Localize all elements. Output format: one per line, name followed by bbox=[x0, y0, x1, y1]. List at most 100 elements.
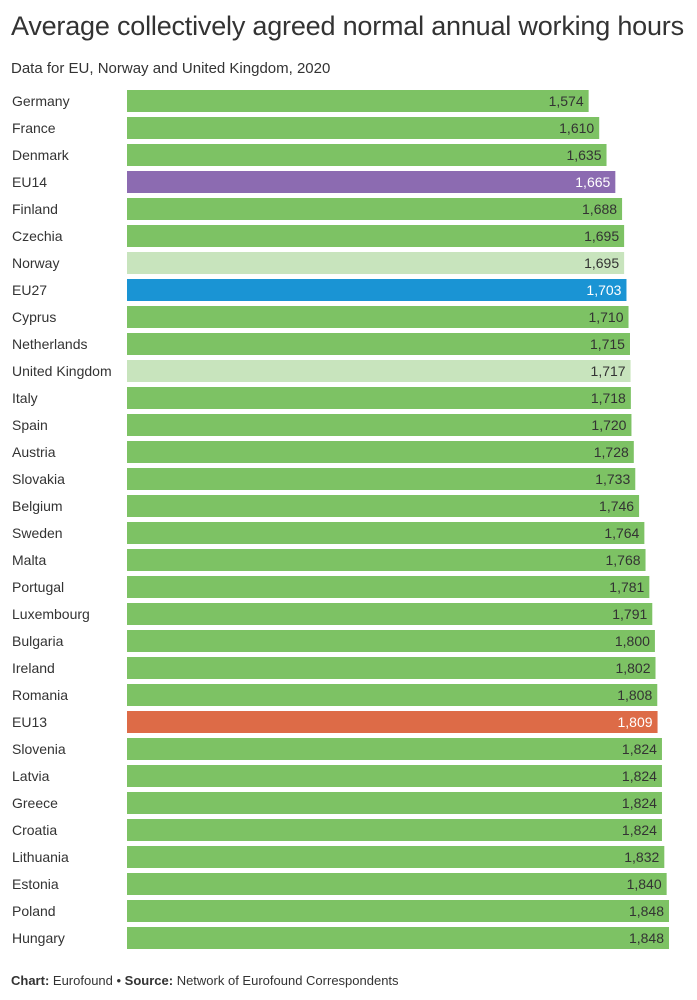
category-label: Cyprus bbox=[12, 309, 56, 325]
category-label: Denmark bbox=[12, 147, 70, 163]
bar bbox=[127, 792, 662, 814]
value-label: 1,800 bbox=[615, 633, 650, 649]
footer-source-label: Source: bbox=[124, 973, 174, 988]
category-label: Hungary bbox=[12, 930, 65, 946]
value-label: 1,824 bbox=[622, 768, 657, 784]
bar bbox=[127, 144, 607, 166]
bar bbox=[127, 225, 625, 247]
category-label: Finland bbox=[12, 201, 58, 217]
value-label: 1,728 bbox=[594, 444, 629, 460]
category-label: Norway bbox=[12, 255, 59, 271]
footer-chart-label: Chart: bbox=[11, 973, 50, 988]
value-label: 1,635 bbox=[566, 147, 601, 163]
category-label: Portugal bbox=[12, 579, 64, 595]
category-label: Estonia bbox=[12, 876, 59, 892]
bar bbox=[127, 522, 645, 544]
category-label: Romania bbox=[12, 687, 68, 703]
bar bbox=[127, 171, 616, 193]
value-label: 1,718 bbox=[591, 390, 626, 406]
value-label: 1,781 bbox=[609, 579, 644, 595]
chart-subtitle: Data for EU, Norway and United Kingdom, … bbox=[11, 60, 331, 77]
value-label: 1,809 bbox=[618, 714, 653, 730]
chart-footer: Chart: Eurofound • Source: Network of Eu… bbox=[11, 973, 399, 988]
bar bbox=[127, 549, 646, 571]
value-label: 1,703 bbox=[586, 282, 621, 298]
value-label: 1,824 bbox=[622, 795, 657, 811]
bar bbox=[127, 657, 656, 679]
category-label: Netherlands bbox=[12, 336, 88, 352]
category-label: Poland bbox=[12, 903, 56, 919]
category-label: Germany bbox=[12, 93, 70, 109]
bar bbox=[127, 333, 630, 355]
category-label: Slovenia bbox=[12, 741, 66, 757]
category-label: Croatia bbox=[12, 822, 57, 838]
bar bbox=[127, 198, 623, 220]
bar bbox=[127, 765, 662, 787]
bar bbox=[127, 684, 658, 706]
category-label: Lithuania bbox=[12, 849, 69, 865]
value-label: 1,733 bbox=[595, 471, 630, 487]
bar bbox=[127, 630, 655, 652]
footer-chart-value: Eurofound • bbox=[49, 973, 125, 988]
category-label: Malta bbox=[12, 552, 46, 568]
category-label: EU14 bbox=[12, 174, 47, 190]
value-label: 1,746 bbox=[599, 498, 634, 514]
value-label: 1,832 bbox=[624, 849, 659, 865]
category-label: Spain bbox=[12, 417, 48, 433]
value-label: 1,610 bbox=[559, 120, 594, 136]
bar bbox=[127, 441, 634, 463]
footer-source-value: Network of Eurofound Correspondents bbox=[173, 973, 399, 988]
value-label: 1,764 bbox=[604, 525, 639, 541]
value-label: 1,824 bbox=[622, 822, 657, 838]
bar bbox=[127, 117, 600, 139]
category-label: Greece bbox=[12, 795, 58, 811]
category-label: EU13 bbox=[12, 714, 47, 730]
bar bbox=[127, 387, 631, 409]
value-label: 1,665 bbox=[575, 174, 610, 190]
bar bbox=[127, 414, 632, 436]
value-label: 1,695 bbox=[584, 255, 619, 271]
value-label: 1,848 bbox=[629, 903, 664, 919]
value-label: 1,848 bbox=[629, 930, 664, 946]
bar bbox=[127, 279, 627, 301]
bar bbox=[127, 711, 658, 733]
value-label: 1,808 bbox=[617, 687, 652, 703]
category-label: Ireland bbox=[12, 660, 55, 676]
category-label: Luxembourg bbox=[12, 606, 90, 622]
bar bbox=[127, 360, 631, 382]
category-label: Belgium bbox=[12, 498, 63, 514]
value-label: 1,802 bbox=[615, 660, 650, 676]
category-label: Italy bbox=[12, 390, 38, 406]
chart-title: Average collectively agreed normal annua… bbox=[11, 11, 684, 41]
category-label: Czechia bbox=[12, 228, 63, 244]
value-label: 1,574 bbox=[549, 93, 584, 109]
value-label: 1,715 bbox=[590, 336, 625, 352]
category-label: France bbox=[12, 120, 56, 136]
value-label: 1,791 bbox=[612, 606, 647, 622]
bar bbox=[127, 252, 625, 274]
category-label: Slovakia bbox=[12, 471, 65, 487]
bar bbox=[127, 603, 653, 625]
category-label: EU27 bbox=[12, 282, 47, 298]
value-label: 1,688 bbox=[582, 201, 617, 217]
value-label: 1,717 bbox=[591, 363, 626, 379]
category-label: United Kingdom bbox=[12, 363, 112, 379]
value-label: 1,768 bbox=[605, 552, 640, 568]
value-label: 1,695 bbox=[584, 228, 619, 244]
bar bbox=[127, 819, 662, 841]
category-label: Bulgaria bbox=[12, 633, 64, 649]
bar bbox=[127, 900, 669, 922]
bar bbox=[127, 576, 650, 598]
bar bbox=[127, 306, 629, 328]
bar bbox=[127, 873, 667, 895]
bar bbox=[127, 90, 589, 112]
bar bbox=[127, 927, 669, 949]
value-label: 1,824 bbox=[622, 741, 657, 757]
value-label: 1,710 bbox=[588, 309, 623, 325]
category-label: Sweden bbox=[12, 525, 63, 541]
value-label: 1,840 bbox=[627, 876, 662, 892]
bar bbox=[127, 495, 640, 517]
bar bbox=[127, 468, 636, 490]
category-label: Latvia bbox=[12, 768, 50, 784]
